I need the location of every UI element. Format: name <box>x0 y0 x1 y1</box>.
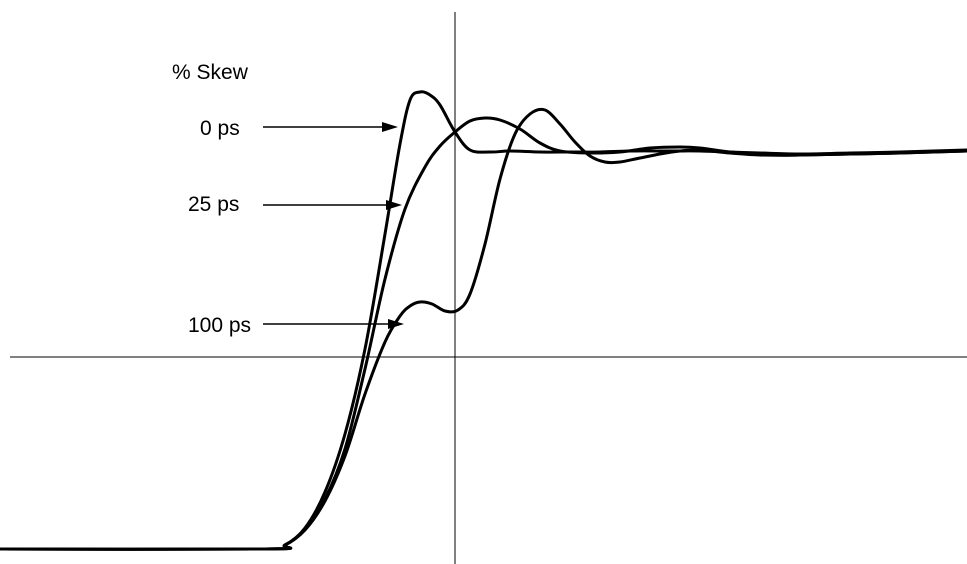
callout-100-ps: 100 ps <box>188 314 404 337</box>
trace-0-ps <box>0 90 967 551</box>
chart-title: % Skew <box>172 61 249 84</box>
callout-25-ps: 25 ps <box>188 193 402 216</box>
callout-group: 0 ps 25 ps 100 ps <box>188 117 404 337</box>
trace-25-ps <box>0 116 967 551</box>
callout-label-25-ps: 25 ps <box>188 193 239 216</box>
callout-0-ps: 0 ps <box>200 117 398 140</box>
callout-label-100-ps: 100 ps <box>188 314 251 337</box>
arrowhead-icon <box>388 319 404 329</box>
trace-100-ps <box>0 107 967 551</box>
trace-group <box>0 90 967 551</box>
arrowhead-icon <box>382 122 398 132</box>
arrowhead-icon <box>386 200 402 210</box>
callout-label-0-ps: 0 ps <box>200 117 240 140</box>
